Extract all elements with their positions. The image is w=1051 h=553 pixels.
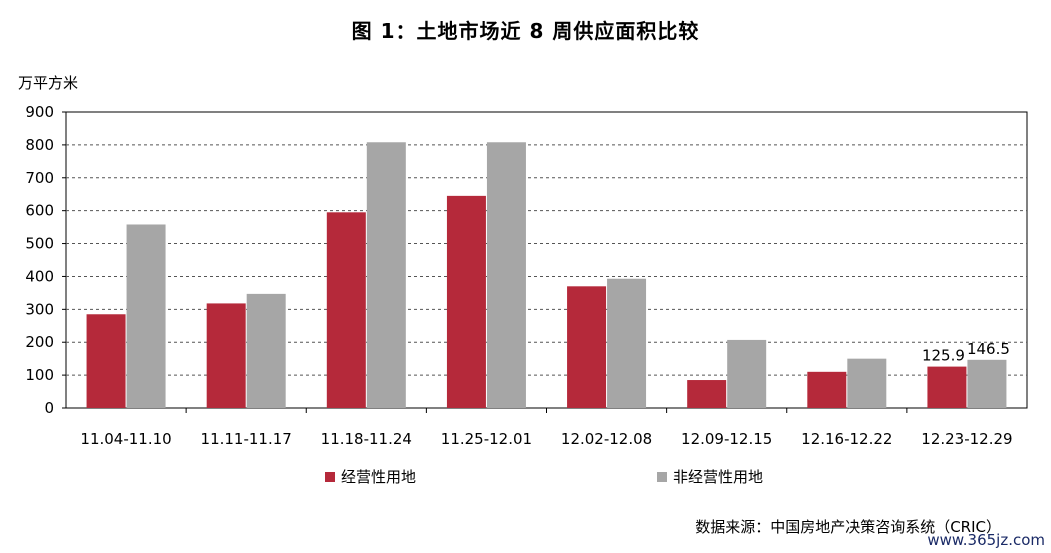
y-tick-label: 700 <box>25 169 54 187</box>
bar-non-operating <box>366 142 406 408</box>
bar-operating <box>567 286 607 408</box>
x-tick-label: 12.02-12.08 <box>561 430 652 448</box>
bar-operating <box>446 195 486 408</box>
bar-operating <box>326 212 366 408</box>
legend-item-operating: 经营性用地 <box>325 466 416 487</box>
bar-non-operating <box>607 278 647 408</box>
y-tick-label: 200 <box>25 333 54 351</box>
y-tick-label: 100 <box>25 366 54 384</box>
bar-operating <box>807 371 847 408</box>
legend-item-non-operating: 非经营性用地 <box>657 466 763 487</box>
legend-label-non-operating: 非经营性用地 <box>673 468 764 486</box>
legend-swatch-non-operating <box>657 471 667 482</box>
legend-label-operating: 经营性用地 <box>341 468 417 486</box>
bar-operating <box>927 366 967 408</box>
y-tick-label: 300 <box>25 300 54 318</box>
data-label: 125.9 <box>922 347 965 365</box>
bar-non-operating <box>967 359 1007 408</box>
data-label: 146.5 <box>967 340 1010 358</box>
source-note: 数据来源：中国房地产决策咨询系统（CRIC） <box>695 518 1001 536</box>
x-tick-label: 12.09-12.15 <box>681 430 772 448</box>
x-tick-label: 11.04-11.10 <box>80 430 171 448</box>
bar-operating <box>206 303 246 408</box>
x-tick-label: 11.18-11.24 <box>321 430 412 448</box>
y-tick-label: 600 <box>25 202 54 220</box>
legend-swatch-operating <box>325 471 335 482</box>
y-tick-label: 800 <box>25 136 54 154</box>
y-tick-label: 500 <box>25 235 54 253</box>
bar-non-operating <box>727 339 767 408</box>
x-tick-label: 11.11-11.17 <box>201 430 292 448</box>
chart-title: 图 1：土地市场近 8 周供应面积比较 <box>351 19 700 43</box>
bar-non-operating <box>126 224 166 408</box>
bar-operating <box>687 380 727 408</box>
x-tick-label: 11.25-12.01 <box>441 430 532 448</box>
bar-operating <box>86 314 126 408</box>
x-tick-label: 12.16-12.22 <box>801 430 892 448</box>
bar-non-operating <box>246 293 286 408</box>
y-tick-label: 900 <box>25 103 54 121</box>
watermark: www.365jz.com <box>927 531 1045 549</box>
y-tick-label: 400 <box>25 267 54 285</box>
y-axis-unit: 万平方米 <box>18 74 79 92</box>
y-tick-label: 0 <box>44 399 54 417</box>
x-tick-label: 12.23-12.29 <box>921 430 1012 448</box>
bar-non-operating <box>486 142 526 408</box>
bar-non-operating <box>847 358 887 408</box>
